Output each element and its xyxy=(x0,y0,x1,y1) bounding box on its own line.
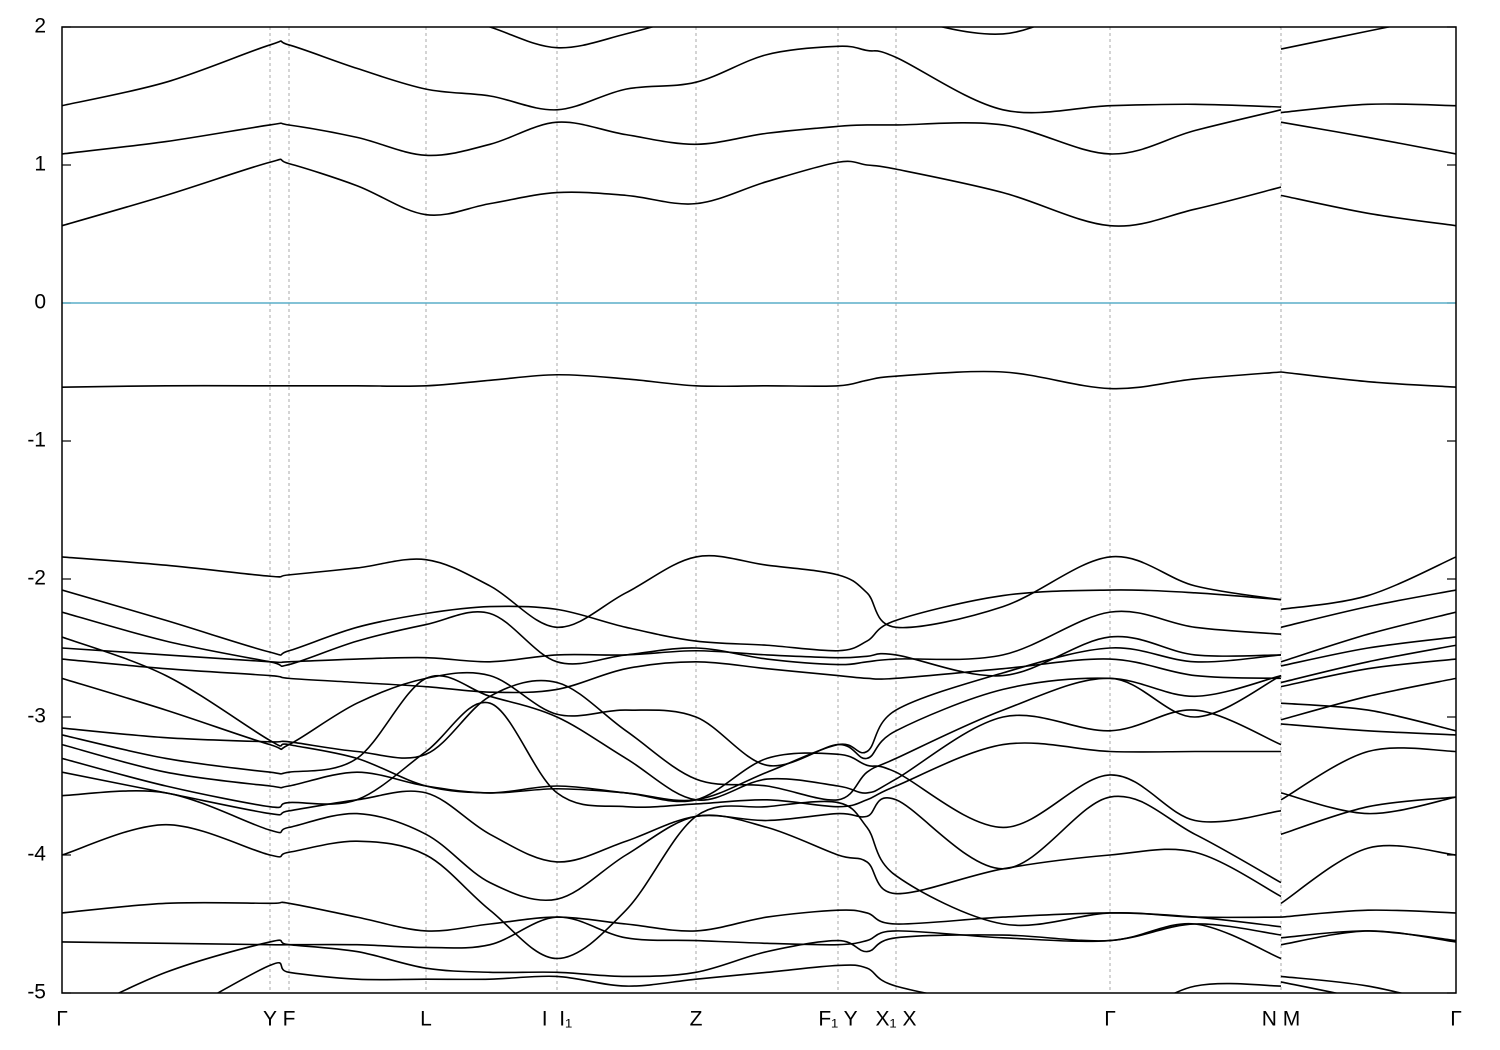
band-line xyxy=(1280,747,1456,801)
y-tick-label: -2 xyxy=(27,567,46,590)
band-line xyxy=(1280,909,1456,918)
x-tick-label: Γ xyxy=(1104,1008,1116,1031)
band-line xyxy=(62,701,1281,809)
band-line xyxy=(1280,658,1456,688)
x-tick-label: N M xyxy=(1262,1008,1301,1031)
band-line xyxy=(62,671,1282,767)
band-line xyxy=(1280,121,1456,155)
plot-frame xyxy=(61,26,1457,994)
band-line xyxy=(62,636,1282,802)
band-line xyxy=(1280,930,1456,946)
band-line xyxy=(1280,723,1456,736)
band-line xyxy=(62,370,1282,390)
labels: -5 -4 -3 -2 -1 0 1 2 Γ Y F L I I₁ Z F₁ Y X₁ X Γ N M Γ xyxy=(27,15,1461,1031)
grid-layer xyxy=(61,26,1457,994)
bands xyxy=(62,27,1456,993)
band-line xyxy=(1280,611,1456,663)
y-tick-label: -5 xyxy=(27,981,46,1004)
band-line xyxy=(1280,792,1456,815)
band-line xyxy=(62,800,1282,960)
band-line xyxy=(62,790,1282,901)
band-line xyxy=(1280,103,1456,114)
band-line xyxy=(62,554,1282,629)
band-line xyxy=(1280,975,1405,993)
band-line xyxy=(62,658,1282,694)
band-line xyxy=(1280,677,1456,721)
y-tick-label: 2 xyxy=(34,15,46,38)
band-line xyxy=(1280,371,1456,388)
y-tick-label: 1 xyxy=(34,153,46,176)
x-tick-label: X₁ X xyxy=(876,1008,917,1031)
band-line xyxy=(1280,194,1456,227)
x-tick-label: F xyxy=(283,1008,296,1031)
band-line xyxy=(62,916,1282,949)
band-line xyxy=(487,27,1281,49)
band-line xyxy=(62,635,1282,677)
band-line xyxy=(1280,702,1456,732)
band-line xyxy=(62,771,1282,884)
band-line xyxy=(216,961,1282,993)
x-tick-label: Γ xyxy=(56,1008,68,1031)
x-tick-label: I I₁ xyxy=(542,1008,572,1031)
band-line xyxy=(62,40,1282,114)
y-tick-label: -3 xyxy=(27,705,46,728)
x-tick-label: Z xyxy=(690,1008,703,1031)
band-line xyxy=(116,922,1282,993)
band-line xyxy=(1280,644,1456,684)
band-line xyxy=(1280,844,1456,904)
band-line xyxy=(1280,27,1393,50)
band-line xyxy=(1280,981,1340,993)
band-line xyxy=(62,674,1282,801)
band-line xyxy=(62,589,1282,656)
band-line xyxy=(1280,589,1456,629)
band-line xyxy=(62,901,1282,932)
band-line xyxy=(1280,796,1456,836)
x-tick-label: Y xyxy=(263,1008,277,1031)
band-line xyxy=(62,109,1282,157)
band-line xyxy=(62,743,1282,829)
x-tick-label: L xyxy=(420,1008,432,1031)
band-line xyxy=(62,674,1282,801)
y-tick-label: -1 xyxy=(27,429,46,452)
band-line xyxy=(62,610,1282,668)
band-line xyxy=(1280,636,1456,667)
y-tick-label: -4 xyxy=(27,843,46,866)
x-tick-label: F₁ Y xyxy=(818,1008,857,1031)
y-tick-label: 0 xyxy=(34,291,46,314)
x-tick-label: Γ xyxy=(1450,1008,1462,1031)
band-line xyxy=(62,158,1282,227)
band-line xyxy=(1280,556,1456,611)
